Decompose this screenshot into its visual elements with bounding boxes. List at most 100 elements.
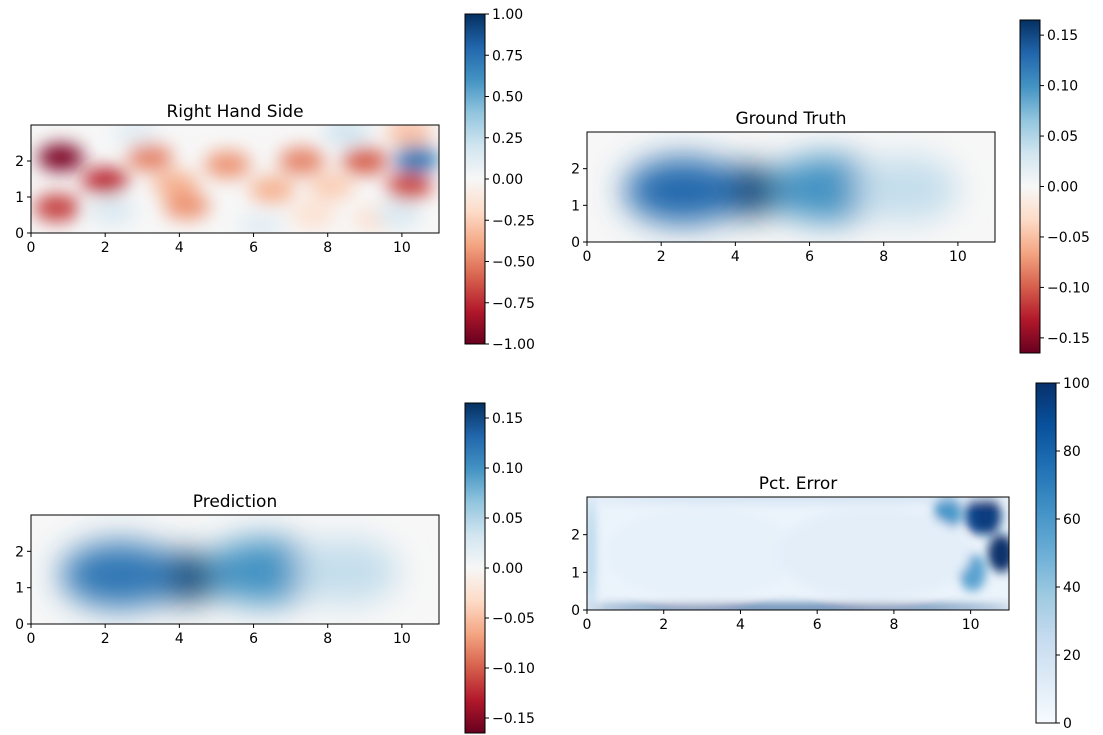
- colorbar-tick-label: 0.50: [492, 90, 523, 106]
- heatmap-field: [31, 515, 439, 624]
- heatmap-cell: [768, 155, 888, 222]
- heatmap-cell: [974, 497, 1002, 535]
- y-tick-label: 1: [571, 565, 580, 581]
- x-tick-label: 4: [175, 631, 184, 647]
- x-tick-label: 8: [879, 249, 888, 265]
- colorbar: [1035, 382, 1057, 724]
- x-tick-label: 8: [889, 617, 898, 633]
- colorbar-tick-label: 0.10: [492, 461, 523, 477]
- axes-frame: [30, 124, 440, 234]
- x-tick-label: 2: [657, 249, 666, 265]
- heatmap-cell: [393, 145, 439, 173]
- x-tick-label: 4: [175, 240, 184, 256]
- heatmap-field: [587, 132, 995, 242]
- colorbar-tick-label: −0.15: [492, 711, 535, 727]
- colorbar-tick-label: −0.05: [492, 611, 535, 627]
- y-tick-label: 0: [571, 603, 580, 619]
- heatmap-cell: [323, 125, 370, 146]
- y-tick-label: 2: [571, 162, 580, 178]
- heatmap-cell: [587, 605, 1009, 610]
- heatmap-cell: [854, 155, 958, 222]
- x-tick-label: 10: [962, 617, 980, 633]
- colorbar-tick-label: −0.15: [1047, 331, 1090, 347]
- heatmap-cell: [204, 150, 251, 179]
- heatmap-cell: [587, 497, 594, 610]
- heatmap-cell: [205, 538, 325, 605]
- panel-title: Right Hand Side: [166, 102, 303, 122]
- x-tick-label: 0: [583, 249, 592, 265]
- heatmap-cell: [33, 194, 80, 222]
- x-tick-label: 8: [323, 631, 332, 647]
- heatmap-cell: [249, 176, 296, 204]
- colorbar-tick-label: 0.00: [492, 172, 523, 188]
- y-tick-label: 0: [571, 235, 580, 251]
- colorbar-tick-label: 1.00: [492, 7, 523, 23]
- axes-frame: [586, 131, 996, 243]
- colorbar-tick-label: 0.05: [1047, 129, 1078, 145]
- colorbar-tick-label: −0.05: [1047, 230, 1090, 246]
- heatmap-cell: [37, 143, 84, 172]
- colorbar-tick-label: 0.05: [492, 511, 523, 527]
- x-tick-label: 6: [249, 631, 258, 647]
- x-tick-label: 0: [27, 240, 36, 256]
- heatmap-cell: [237, 212, 284, 233]
- heatmap-cell: [278, 147, 325, 175]
- heatmap-cell: [294, 538, 399, 605]
- colorbar-tick-label: 60: [1063, 512, 1081, 528]
- heatmap-cell: [987, 534, 1009, 573]
- x-tick-label: 6: [249, 240, 258, 256]
- colorbar-tick-label: 80: [1063, 444, 1081, 460]
- heatmap-field: [587, 497, 1009, 610]
- colorbar-tick-label: 0.10: [1047, 79, 1078, 95]
- y-tick-label: 2: [15, 544, 24, 560]
- colorbar-tick-label: 0.15: [492, 411, 523, 427]
- x-tick-label: 10: [393, 240, 411, 256]
- heatmap-cell: [163, 192, 210, 220]
- axes-frame: [30, 514, 440, 625]
- y-tick-label: 1: [15, 190, 24, 206]
- x-tick-label: 0: [583, 617, 592, 633]
- colorbar-tick-label: 0: [1063, 716, 1072, 732]
- x-tick-label: 2: [101, 240, 110, 256]
- y-tick-label: 0: [15, 226, 24, 242]
- heatmap-cell: [778, 508, 971, 599]
- x-tick-label: 0: [27, 631, 36, 647]
- y-tick-label: 1: [15, 581, 24, 597]
- heatmap-cell: [386, 125, 433, 146]
- x-tick-label: 6: [805, 249, 814, 265]
- y-tick-label: 2: [571, 528, 580, 544]
- heatmap-cell: [60, 542, 180, 608]
- heatmap-cell: [375, 201, 422, 229]
- colorbar-tick-label: −1.00: [492, 337, 535, 353]
- colorbar-tick-label: 0.00: [1047, 180, 1078, 196]
- x-tick-label: 2: [101, 631, 110, 647]
- panel-1: Ground Truth 0 2 4 6 8 10 0 1 2 0.15 0.10 0.05 0.00 −0…: [571, 19, 1090, 354]
- colorbar-tick-label: 0.15: [1047, 28, 1078, 44]
- panel-title: Pct. Error: [759, 474, 838, 494]
- heatmap-cell: [89, 197, 136, 226]
- colorbar-tick-label: 0.00: [492, 561, 523, 577]
- colorbar-tick-label: 40: [1063, 580, 1081, 596]
- colorbar-tick-label: −0.75: [492, 296, 535, 312]
- panel-title: Prediction: [193, 492, 277, 512]
- heatmap-cell: [111, 125, 158, 146]
- x-tick-label: 10: [949, 249, 967, 265]
- y-tick-label: 0: [15, 617, 24, 633]
- heatmap-cell: [341, 147, 388, 175]
- x-tick-label: 6: [813, 617, 822, 633]
- heatmap-field: [31, 125, 439, 233]
- x-tick-label: 4: [736, 617, 745, 633]
- y-tick-label: 1: [571, 198, 580, 214]
- panel-2: Prediction 0 2 4 6 8 10 0 1 2 0.15 0.10 0.05 0.00 −0.0…: [15, 402, 535, 734]
- colorbar-tick-label: −0.50: [492, 255, 535, 271]
- heatmap-cell: [289, 201, 336, 229]
- x-tick-label: 10: [393, 631, 411, 647]
- colorbar: [464, 402, 486, 734]
- heatmap-cell: [152, 170, 199, 199]
- heatmap-cell: [126, 143, 173, 172]
- y-tick-label: 2: [15, 154, 24, 170]
- colorbar-tick-label: 100: [1063, 376, 1090, 392]
- heatmap-cell: [82, 167, 129, 195]
- heatmap-cell: [308, 172, 355, 200]
